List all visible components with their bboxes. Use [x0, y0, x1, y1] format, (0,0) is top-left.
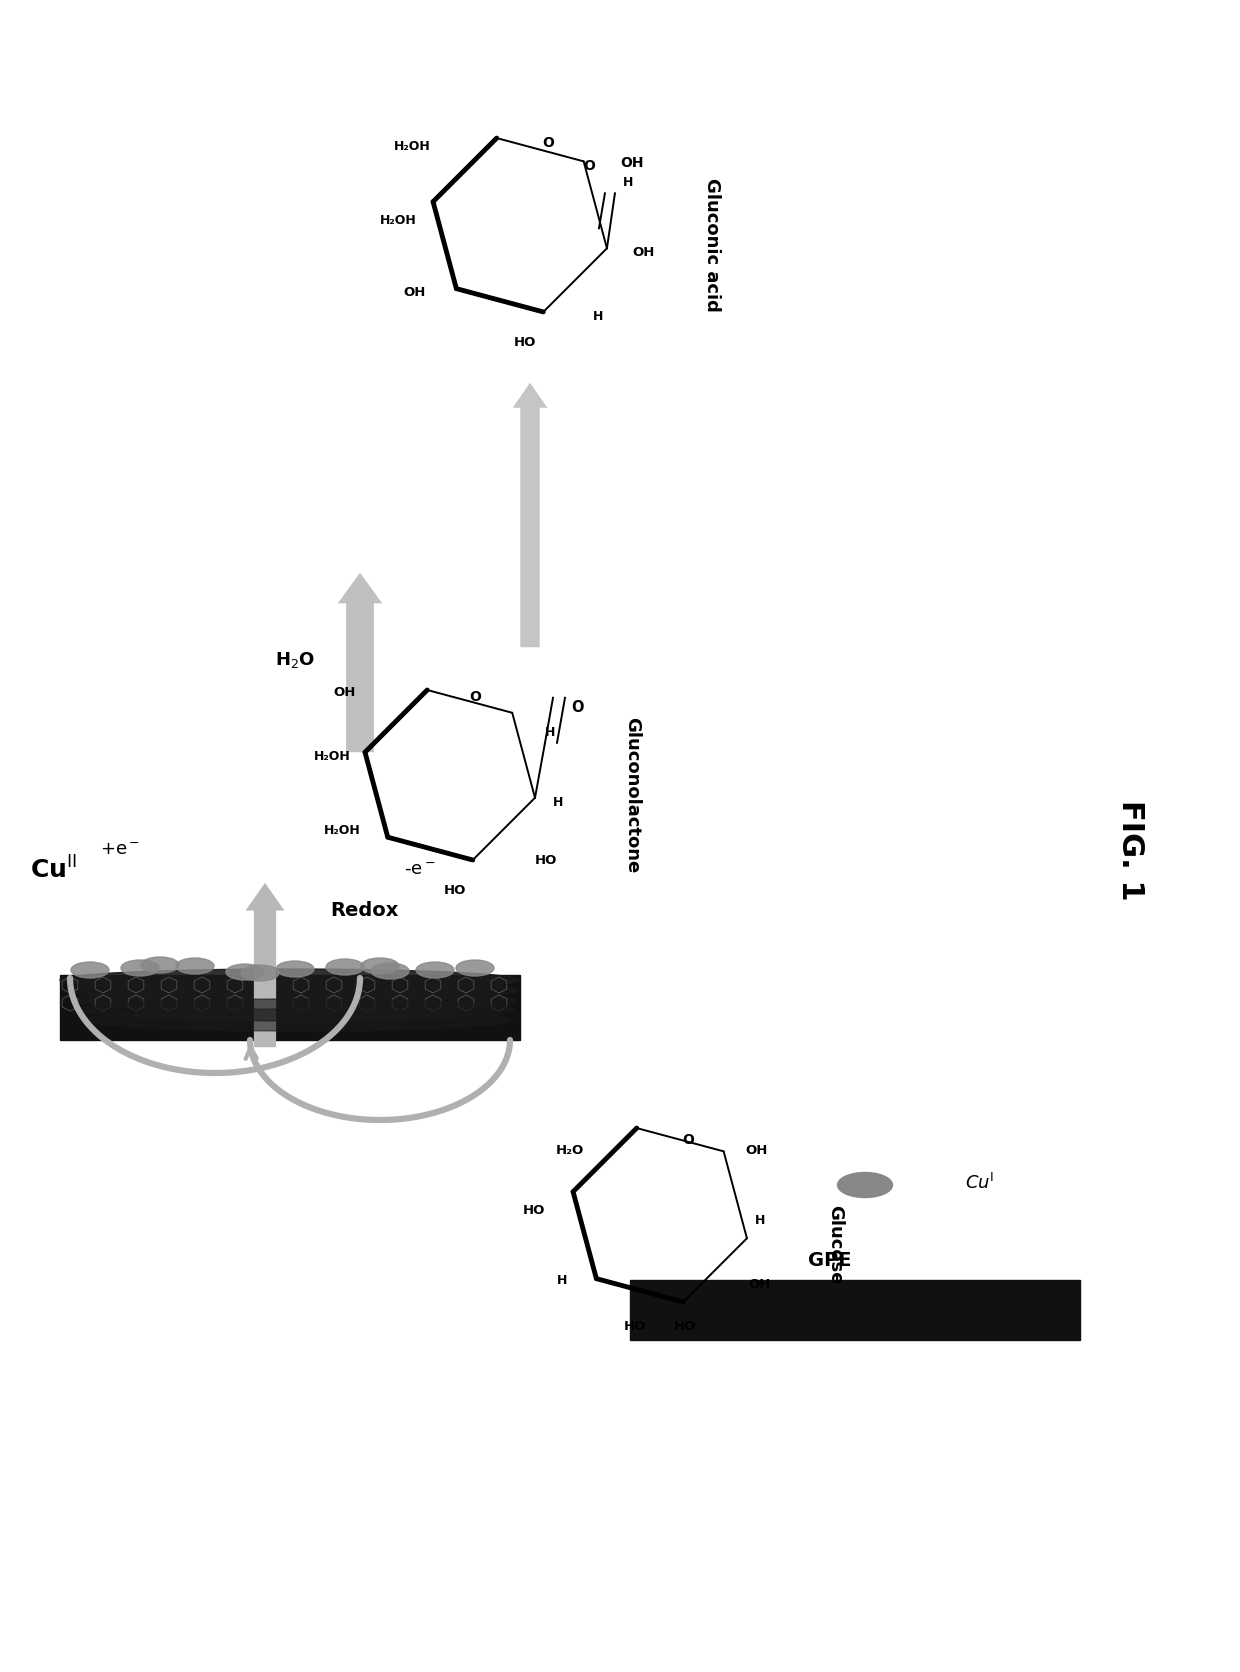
Text: HO: HO: [624, 1321, 646, 1334]
Text: Glucose: Glucose: [826, 1206, 844, 1284]
Text: H₂O: H₂O: [556, 1144, 584, 1157]
Text: -e$^-$: -e$^-$: [404, 861, 435, 879]
Bar: [630, 1281, 1080, 1339]
Text: O: O: [542, 135, 554, 150]
Ellipse shape: [78, 998, 515, 1022]
FancyArrowPatch shape: [512, 383, 547, 647]
Ellipse shape: [837, 1172, 893, 1197]
Text: H₂OH: H₂OH: [314, 751, 351, 764]
Text: OH: OH: [632, 246, 655, 259]
Ellipse shape: [122, 960, 159, 976]
Ellipse shape: [71, 961, 109, 978]
Ellipse shape: [176, 958, 215, 975]
Text: OH: OH: [745, 1144, 768, 1157]
FancyArrowPatch shape: [337, 573, 382, 752]
Text: H₂OH: H₂OH: [324, 824, 361, 836]
Text: H₂OH: H₂OH: [393, 140, 430, 154]
Ellipse shape: [226, 965, 264, 980]
Text: O: O: [583, 159, 595, 174]
Text: GPE: GPE: [808, 1251, 852, 1269]
Text: O: O: [469, 691, 481, 704]
Text: OH: OH: [334, 687, 356, 699]
Ellipse shape: [415, 961, 454, 978]
Text: FIG. 1: FIG. 1: [1116, 799, 1145, 900]
Ellipse shape: [141, 956, 179, 973]
Ellipse shape: [371, 963, 409, 980]
Text: H$_2$O: H$_2$O: [275, 650, 315, 670]
Text: H₂OH: H₂OH: [379, 214, 417, 226]
Text: H: H: [755, 1214, 765, 1227]
Ellipse shape: [456, 960, 494, 976]
Text: HO: HO: [534, 853, 557, 866]
Text: H: H: [593, 311, 603, 323]
Ellipse shape: [60, 970, 520, 991]
Text: HO: HO: [522, 1204, 546, 1217]
Text: O: O: [570, 701, 583, 716]
Ellipse shape: [66, 980, 518, 1002]
Text: H: H: [544, 727, 556, 739]
Text: H: H: [553, 796, 563, 809]
Bar: [60, 975, 520, 1040]
Text: Redox: Redox: [330, 901, 398, 920]
Ellipse shape: [361, 958, 399, 975]
Ellipse shape: [241, 965, 279, 981]
Text: H: H: [622, 177, 634, 189]
Ellipse shape: [72, 990, 516, 1012]
Ellipse shape: [84, 1008, 512, 1032]
Ellipse shape: [326, 960, 365, 975]
Text: OH: OH: [404, 286, 427, 299]
Text: Gluconic acid: Gluconic acid: [703, 177, 720, 313]
Text: H: H: [557, 1274, 567, 1286]
Text: HO: HO: [513, 336, 536, 349]
Text: Cu$^{\rm I}$: Cu$^{\rm I}$: [965, 1174, 993, 1194]
Text: Gluconolactone: Gluconolactone: [622, 717, 641, 873]
Ellipse shape: [277, 961, 314, 976]
FancyArrowPatch shape: [246, 883, 284, 1047]
Text: Cu$^{\rm II}$: Cu$^{\rm II}$: [30, 856, 77, 883]
Text: +e$^-$: +e$^-$: [100, 841, 140, 859]
Text: OH: OH: [748, 1279, 770, 1291]
Text: O: O: [682, 1134, 694, 1147]
Text: OH: OH: [620, 155, 644, 171]
Text: HO: HO: [673, 1321, 696, 1334]
Text: HO: HO: [444, 883, 466, 896]
